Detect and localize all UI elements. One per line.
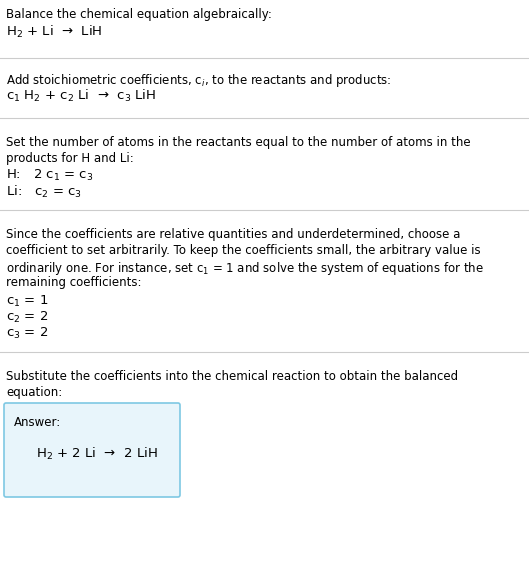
Text: Substitute the coefficients into the chemical reaction to obtain the balanced: Substitute the coefficients into the che… [6,370,458,383]
Text: products for H and Li:: products for H and Li: [6,152,134,165]
Text: Li:   c$_2$ = c$_3$: Li: c$_2$ = c$_3$ [6,184,82,200]
Text: Since the coefficients are relative quantities and underdetermined, choose a: Since the coefficients are relative quan… [6,228,460,241]
Text: Add stoichiometric coefficients, c$_i$, to the reactants and products:: Add stoichiometric coefficients, c$_i$, … [6,72,391,89]
Text: coefficient to set arbitrarily. To keep the coefficients small, the arbitrary va: coefficient to set arbitrarily. To keep … [6,244,481,257]
Text: c$_1$ = 1: c$_1$ = 1 [6,294,49,309]
Text: c$_1$ H$_2$ + c$_2$ Li  →  c$_3$ LiH: c$_1$ H$_2$ + c$_2$ Li → c$_3$ LiH [6,88,156,104]
Text: H$_2$ + 2 Li  →  2 LiH: H$_2$ + 2 Li → 2 LiH [36,446,158,462]
Text: H$_2$ + Li  →  LiH: H$_2$ + Li → LiH [6,24,103,40]
Text: ordinarily one. For instance, set c$_1$ = 1 and solve the system of equations fo: ordinarily one. For instance, set c$_1$ … [6,260,484,277]
Text: Answer:: Answer: [14,416,61,429]
Text: Balance the chemical equation algebraically:: Balance the chemical equation algebraica… [6,8,272,21]
Text: Set the number of atoms in the reactants equal to the number of atoms in the: Set the number of atoms in the reactants… [6,136,471,149]
Text: H:   2 c$_1$ = c$_3$: H: 2 c$_1$ = c$_3$ [6,168,94,183]
Text: c$_3$ = 2: c$_3$ = 2 [6,326,48,341]
Text: c$_2$ = 2: c$_2$ = 2 [6,310,48,325]
Text: equation:: equation: [6,386,62,399]
Text: remaining coefficients:: remaining coefficients: [6,276,141,289]
FancyBboxPatch shape [4,403,180,497]
